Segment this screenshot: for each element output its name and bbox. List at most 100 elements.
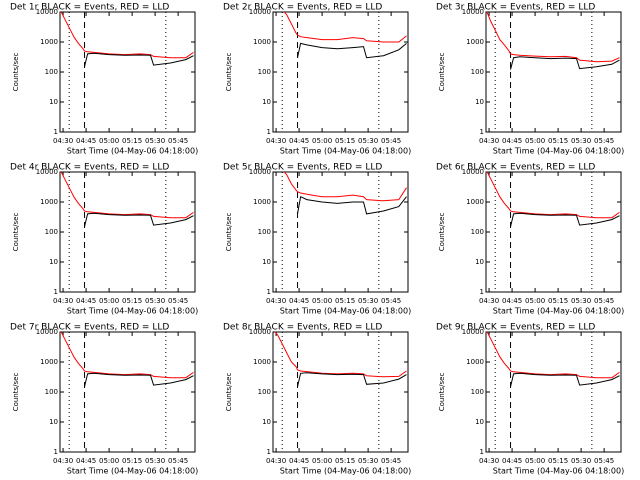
x-tick-label: 05:15 (122, 457, 142, 465)
x-tick-label: 05:15 (548, 137, 568, 145)
series-line (486, 172, 620, 219)
panel: Det 4r BLACK = Events, RED = LLD Counts/s… (10, 163, 198, 316)
x-tick-label: 05:45 (381, 457, 401, 465)
y-tick-label: 10 (262, 418, 271, 426)
series-line (486, 332, 620, 379)
y-tick-label: 1000 (253, 358, 271, 366)
x-axis-label: Start Time (04-May-06 04:18:00) (493, 307, 624, 316)
x-tick-label: 05:00 (525, 297, 545, 305)
y-tick-label: 1 (54, 448, 58, 456)
series-line (84, 212, 194, 227)
x-tick-label: 05:15 (548, 457, 568, 465)
series-line (60, 332, 194, 379)
panel-title: Det 5r BLACK = Events, RED = LLD (223, 163, 382, 173)
panel-title: Det 6r BLACK = Events, RED = LLD (436, 163, 595, 173)
x-tick-label: 05:30 (571, 137, 591, 145)
y-tick-label: 10000 (462, 168, 484, 176)
series-line (510, 212, 620, 227)
panel: Det 1r BLACK = Events, RED = LLD Counts/s… (10, 3, 198, 156)
y-tick-label: 100 (258, 228, 271, 236)
x-tick-label: 05:30 (358, 457, 378, 465)
x-axis-label: Start Time (04-May-06 04:18:00) (493, 467, 624, 476)
y-tick-label: 100 (45, 388, 58, 396)
x-tick-label: 05:15 (335, 297, 355, 305)
x-tick-label: 04:45 (76, 457, 96, 465)
panel-title: Det 3r BLACK = Events, RED = LLD (436, 3, 595, 13)
x-tick-label: 04:45 (502, 457, 522, 465)
x-tick-label: 05:00 (525, 137, 545, 145)
y-tick-label: 10000 (36, 168, 58, 176)
x-tick-label: 04:30 (479, 137, 499, 145)
x-tick-label: 04:45 (289, 457, 309, 465)
y-tick-label: 1000 (40, 358, 58, 366)
y-tick-label: 1000 (40, 38, 58, 46)
panel: Det 8r BLACK = Events, RED = LLD Counts/s… (223, 323, 411, 476)
series-line (510, 56, 620, 70)
panel: Det 7r BLACK = Events, RED = LLD Counts/s… (10, 323, 198, 476)
x-tick-label: 05:15 (335, 457, 355, 465)
y-tick-label: 1 (267, 448, 271, 456)
x-tick-label: 04:30 (53, 457, 73, 465)
y-tick-label: 10000 (36, 328, 58, 336)
y-axis-label: Counts/sec (438, 213, 446, 252)
panel-title: Det 9r BLACK = Events, RED = LLD (436, 323, 595, 333)
y-axis-label: Counts/sec (12, 53, 20, 92)
x-axis-label: Start Time (04-May-06 04:18:00) (280, 467, 411, 476)
x-tick-label: 04:30 (53, 137, 73, 145)
x-tick-label: 04:45 (76, 297, 96, 305)
panel-title: Det 8r BLACK = Events, RED = LLD (223, 323, 382, 333)
x-tick-label: 05:45 (594, 297, 614, 305)
x-tick-label: 05:45 (168, 297, 188, 305)
y-axis-label: Counts/sec (225, 213, 233, 252)
y-tick-label: 1 (267, 288, 271, 296)
series-line (274, 332, 407, 378)
series-line (510, 372, 620, 387)
x-tick-label: 05:45 (168, 137, 188, 145)
y-tick-label: 1 (480, 288, 484, 296)
x-tick-label: 05:00 (99, 457, 119, 465)
series-line (60, 12, 194, 59)
x-tick-label: 05:15 (122, 297, 142, 305)
y-axis-label: Counts/sec (225, 53, 233, 92)
x-tick-label: 05:30 (145, 457, 165, 465)
x-axis-label: Start Time (04-May-06 04:18:00) (67, 307, 198, 316)
y-tick-label: 100 (45, 68, 58, 76)
y-tick-label: 100 (45, 228, 58, 236)
y-tick-label: 100 (258, 388, 271, 396)
y-axis-label: Counts/sec (225, 373, 233, 412)
y-axis-label: Counts/sec (12, 213, 20, 252)
y-axis-label: Counts/sec (438, 373, 446, 412)
x-axis-label: Start Time (04-May-06 04:18:00) (493, 147, 624, 156)
x-tick-label: 05:45 (381, 137, 401, 145)
y-tick-label: 1 (480, 448, 484, 456)
y-axis-label: Counts/sec (12, 373, 20, 412)
series-line (60, 172, 194, 219)
y-tick-label: 1 (54, 288, 58, 296)
y-tick-label: 1000 (466, 198, 484, 206)
panel-title: Det 2r BLACK = Events, RED = LLD (223, 3, 382, 13)
x-tick-label: 05:00 (312, 457, 332, 465)
y-tick-label: 1000 (466, 38, 484, 46)
panel: Det 3r BLACK = Events, RED = LLD Counts/s… (436, 3, 624, 156)
x-tick-label: 05:45 (168, 457, 188, 465)
panel: Det 6r BLACK = Events, RED = LLD Counts/s… (436, 163, 624, 316)
x-tick-label: 04:30 (266, 457, 286, 465)
series-line (297, 42, 407, 59)
x-tick-label: 05:15 (335, 137, 355, 145)
y-tick-label: 1000 (253, 38, 271, 46)
series-line (84, 52, 194, 67)
x-tick-label: 05:15 (122, 137, 142, 145)
x-axis-label: Start Time (04-May-06 04:18:00) (280, 307, 411, 316)
y-axis-label: Counts/sec (438, 53, 446, 92)
x-tick-label: 05:30 (571, 457, 591, 465)
panel: Det 2r BLACK = Events, RED = LLD Counts/s… (223, 3, 411, 156)
x-tick-label: 05:45 (381, 297, 401, 305)
x-tick-label: 04:30 (266, 297, 286, 305)
panel-title: Det 7r BLACK = Events, RED = LLD (10, 323, 169, 333)
y-tick-label: 100 (258, 68, 271, 76)
series-line (283, 12, 407, 43)
x-tick-label: 05:30 (571, 297, 591, 305)
y-tick-label: 100 (471, 68, 484, 76)
